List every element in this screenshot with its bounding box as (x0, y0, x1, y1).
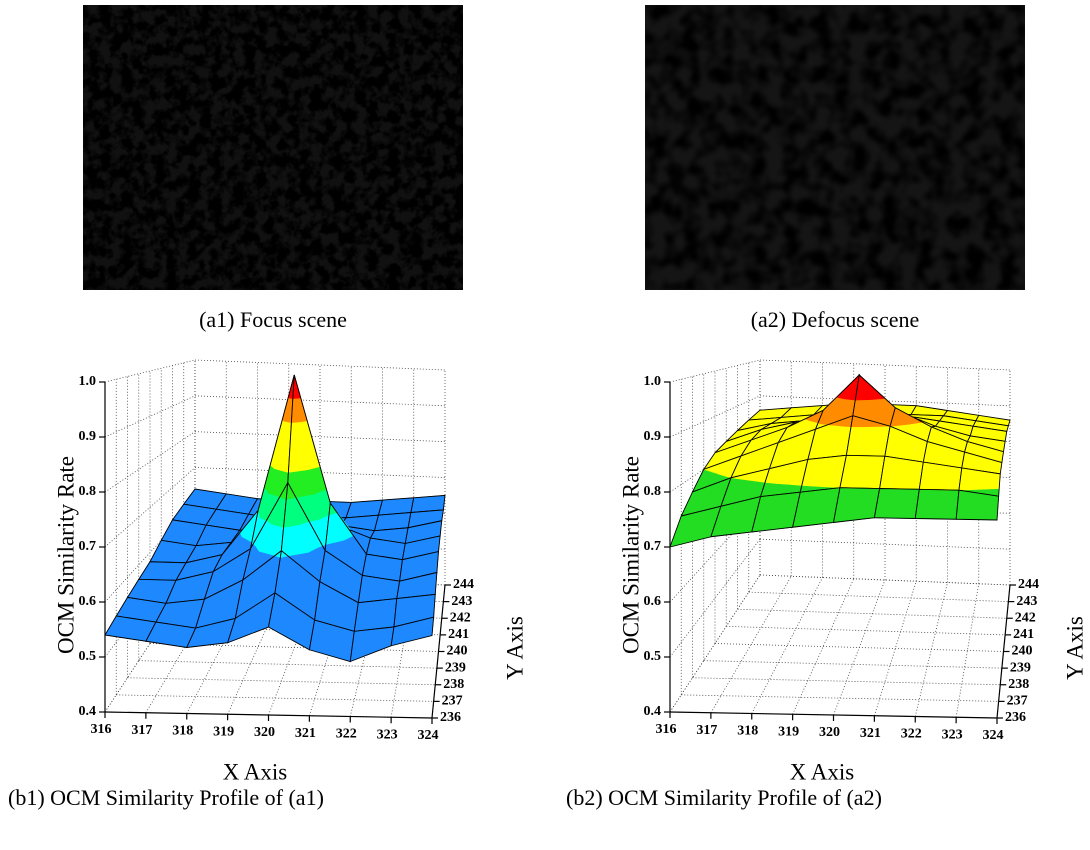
x-tick-label: 322 (901, 727, 922, 742)
z-tick-label: 0.4 (644, 704, 662, 719)
y-tick-label: 243 (1016, 594, 1037, 609)
grid-line (681, 694, 999, 702)
z-tick-label: 0.7 (644, 539, 662, 554)
x-tick-label: 324 (983, 728, 1004, 743)
surface-band (748, 419, 761, 425)
surface-band (402, 559, 420, 567)
x-axis-title: X Axis (223, 759, 288, 784)
grid-line (194, 431, 446, 443)
surface-band (242, 579, 260, 588)
z-tick-label: 0.8 (79, 484, 97, 499)
x-tick-label: 316 (656, 722, 677, 737)
grid-line (104, 467, 196, 548)
x-tick-label: 321 (860, 726, 881, 741)
surface-band (255, 539, 267, 552)
surface-chart: 0.4 0.5 0.6 0.7 0.8 0.9 1.0 316 317 318 319 320 321 3… (566, 359, 1087, 810)
y-tick-label: 243 (451, 594, 472, 609)
y-tick-label: 236 (440, 710, 461, 725)
y-tick-label: 239 (1010, 660, 1031, 675)
z-tick-label: 0.5 (79, 649, 97, 664)
grid-line (669, 574, 761, 713)
y-tick-label: 242 (1015, 610, 1036, 625)
x-tick-label: 317 (131, 723, 152, 738)
x-axis-title: X Axis (790, 759, 855, 784)
grid-line (914, 582, 948, 717)
grid-line (710, 576, 792, 713)
y-tick-label: 239 (445, 660, 466, 675)
grid-line (116, 694, 434, 702)
y-tick-label: 240 (447, 644, 468, 659)
surface-band (218, 545, 237, 566)
surface-band (234, 618, 253, 628)
grid-line (669, 538, 761, 658)
y-tick-label: 236 (1005, 710, 1026, 725)
x-tick-label: 318 (172, 724, 193, 739)
x-tick-label: 317 (696, 723, 717, 738)
chart-caption: (b1) OCM Similarity Profile of (a1) (8, 785, 324, 810)
y-tick-label: 237 (442, 694, 463, 709)
z-tick-label: 0.6 (79, 594, 97, 609)
x-tick-label: 322 (336, 727, 357, 742)
y-tick-label: 242 (450, 610, 471, 625)
x-tick-label: 323 (377, 727, 398, 742)
x-tick-label: 319 (778, 724, 799, 739)
surface-cell (390, 616, 435, 647)
x-tick-label: 320 (254, 725, 275, 740)
x-tick-label: 321 (295, 726, 316, 741)
y-tick-label: 237 (1007, 694, 1028, 709)
x-tick-label: 316 (91, 722, 112, 737)
grid-line (194, 395, 446, 407)
surface-band (288, 445, 309, 473)
surface-chart: 0.4 0.5 0.6 0.7 0.8 0.9 1.0 316 317 318 319 320 321 3… (8, 359, 527, 810)
z-tick-label: 0.4 (79, 704, 97, 719)
grid-line (104, 431, 196, 493)
grid-line (792, 578, 855, 715)
z-axis-title: OCM Similarity Rate (618, 456, 643, 654)
x-tick-label: 324 (418, 728, 439, 743)
image-a2 (645, 5, 1025, 290)
z-tick-label: 0.9 (79, 429, 97, 444)
x-tick-label: 323 (942, 727, 963, 742)
grid-line (104, 574, 196, 713)
y-tick-label: 238 (443, 677, 464, 692)
image-caption: (a1) Focus scene (199, 307, 347, 332)
x-tick-label: 320 (819, 725, 840, 740)
z-tick-label: 0.7 (79, 539, 97, 554)
surface-band (750, 439, 766, 445)
x-tick-label: 319 (213, 724, 234, 739)
grid-line (104, 359, 196, 383)
grid-line (669, 359, 761, 383)
surface-band (703, 469, 718, 474)
y-tick-label: 238 (1008, 677, 1029, 692)
z-tick-label: 0.8 (644, 484, 662, 499)
z-tick-label: 1.0 (79, 374, 97, 389)
z-tick-label: 0.9 (644, 429, 662, 444)
y-tick-label: 241 (1013, 627, 1034, 642)
y-axis-title: Y Axis (1062, 616, 1087, 680)
grid-line (104, 395, 196, 438)
z-tick-label: 0.5 (644, 649, 662, 664)
surface-cell (955, 489, 1000, 521)
y-tick-label: 244 (453, 577, 474, 592)
grid-line (873, 581, 917, 716)
chart-caption: (b2) OCM Similarity Profile of (a2) (566, 785, 882, 810)
surface-band (266, 478, 273, 495)
x-tick-label: 318 (737, 724, 758, 739)
z-tick-label: 1.0 (644, 374, 662, 389)
y-tick-label: 240 (1012, 644, 1033, 659)
y-tick-label: 244 (1018, 577, 1039, 592)
y-tick-label: 241 (448, 627, 469, 642)
image-caption: (a2) Defocus scene (751, 307, 920, 332)
grid-line (833, 579, 886, 716)
y-axis-title: Y Axis (502, 616, 527, 680)
z-tick-label: 0.6 (644, 594, 662, 609)
z-axis-title: OCM Similarity Rate (53, 456, 78, 654)
image-a1 (83, 5, 463, 290)
